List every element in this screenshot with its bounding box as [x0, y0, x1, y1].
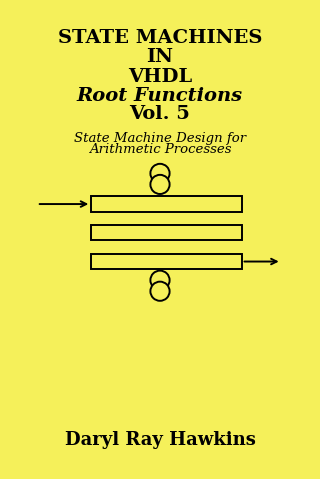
Text: Daryl Ray Hawkins: Daryl Ray Hawkins: [65, 431, 255, 449]
Bar: [91, 254, 242, 269]
Ellipse shape: [150, 164, 170, 183]
Text: Arithmetic Processes: Arithmetic Processes: [89, 143, 231, 156]
Bar: [91, 196, 242, 212]
Text: IN: IN: [147, 48, 173, 67]
Ellipse shape: [150, 175, 170, 194]
Bar: [91, 225, 242, 240]
Ellipse shape: [150, 271, 170, 290]
Ellipse shape: [150, 282, 170, 301]
Text: STATE MACHINES: STATE MACHINES: [58, 29, 262, 47]
Text: State Machine Design for: State Machine Design for: [74, 132, 246, 146]
Text: VHDL: VHDL: [128, 68, 192, 86]
Text: Vol. 5: Vol. 5: [130, 105, 190, 123]
Text: Root Functions: Root Functions: [77, 87, 243, 105]
